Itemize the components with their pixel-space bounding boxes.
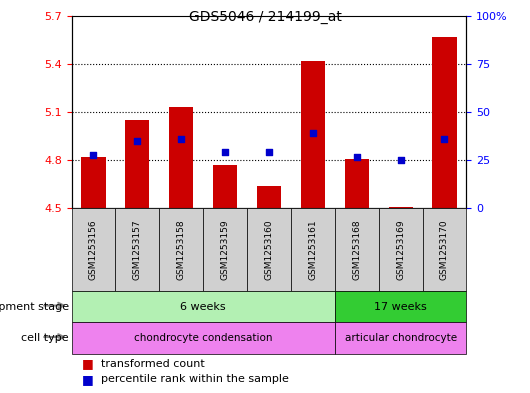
Bar — [344, 158, 369, 208]
Text: percentile rank within the sample: percentile rank within the sample — [101, 374, 288, 384]
Text: GSM1253157: GSM1253157 — [133, 219, 142, 280]
Point — [89, 152, 98, 158]
Point — [440, 136, 449, 142]
Bar — [72, 291, 335, 322]
Bar — [125, 120, 149, 208]
Text: 6 weeks: 6 weeks — [180, 301, 226, 312]
Text: GSM1253168: GSM1253168 — [352, 219, 361, 280]
Text: 17 weeks: 17 weeks — [374, 301, 427, 312]
Bar — [169, 107, 193, 208]
Bar — [72, 322, 335, 354]
Bar — [422, 208, 466, 291]
Text: GSM1253158: GSM1253158 — [176, 219, 186, 280]
Bar — [82, 157, 105, 208]
Text: ■: ■ — [82, 373, 94, 386]
Point — [352, 154, 361, 160]
Point — [396, 157, 405, 163]
Bar — [301, 61, 325, 208]
Bar — [378, 208, 422, 291]
Text: GSM1253161: GSM1253161 — [308, 219, 317, 280]
Text: GSM1253169: GSM1253169 — [396, 219, 405, 280]
Bar — [213, 165, 237, 208]
Text: GSM1253156: GSM1253156 — [89, 219, 98, 280]
Bar — [257, 186, 281, 208]
Point — [264, 149, 273, 155]
Text: chondrocyte condensation: chondrocyte condensation — [134, 333, 272, 343]
Text: development stage: development stage — [0, 301, 69, 312]
Bar — [388, 207, 413, 208]
Text: GSM1253170: GSM1253170 — [440, 219, 449, 280]
Text: GSM1253159: GSM1253159 — [220, 219, 229, 280]
Text: ■: ■ — [82, 357, 94, 370]
Bar — [291, 208, 335, 291]
Text: articular chondrocyte: articular chondrocyte — [344, 333, 457, 343]
Bar — [116, 208, 160, 291]
Bar — [160, 208, 203, 291]
Text: transformed count: transformed count — [101, 358, 205, 369]
Bar — [335, 291, 466, 322]
Point — [308, 130, 317, 136]
Bar — [72, 208, 116, 291]
Point — [133, 138, 142, 144]
Text: cell type: cell type — [21, 333, 69, 343]
Bar — [335, 322, 466, 354]
Bar — [335, 208, 378, 291]
Bar — [203, 208, 247, 291]
Text: GSM1253160: GSM1253160 — [264, 219, 273, 280]
Bar — [432, 37, 456, 208]
Text: GDS5046 / 214199_at: GDS5046 / 214199_at — [189, 10, 341, 24]
Bar — [247, 208, 291, 291]
Point — [177, 136, 186, 142]
Point — [221, 149, 229, 155]
